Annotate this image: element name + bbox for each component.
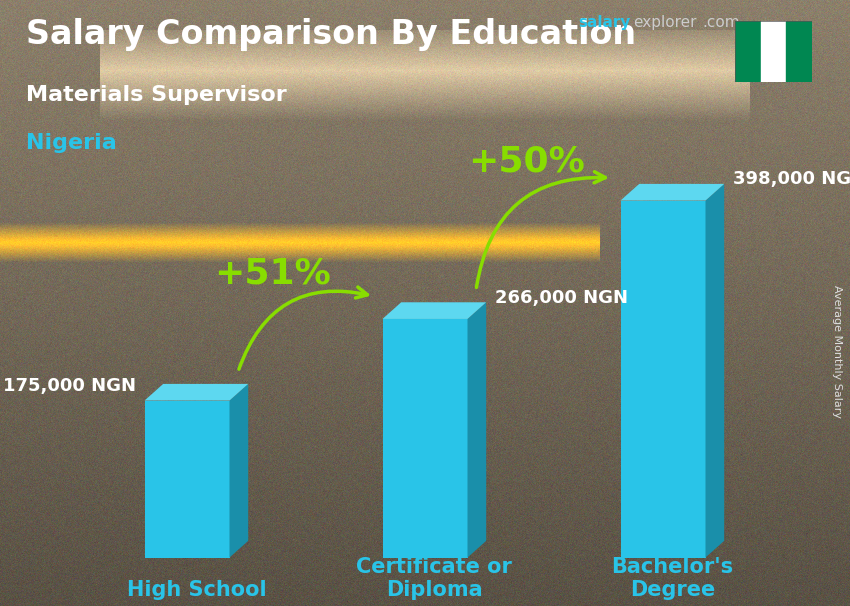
Text: 175,000 NGN: 175,000 NGN — [3, 376, 136, 395]
Polygon shape — [620, 184, 724, 201]
Bar — [735, 21, 761, 82]
Text: High School: High School — [127, 580, 266, 600]
Polygon shape — [382, 302, 486, 319]
Text: Average Monthly Salary: Average Monthly Salary — [832, 285, 842, 418]
Polygon shape — [144, 384, 248, 401]
Polygon shape — [468, 302, 486, 558]
Text: 398,000 NGN: 398,000 NGN — [733, 170, 850, 188]
Text: .com: .com — [702, 15, 740, 30]
Text: +51%: +51% — [213, 256, 331, 290]
Bar — [786, 21, 812, 82]
Text: +50%: +50% — [468, 144, 586, 178]
FancyBboxPatch shape — [382, 319, 468, 558]
Polygon shape — [230, 384, 248, 558]
Bar — [761, 21, 786, 82]
Text: salary: salary — [578, 15, 631, 30]
Text: Salary Comparison By Education: Salary Comparison By Education — [26, 18, 636, 51]
Text: Nigeria: Nigeria — [26, 133, 116, 153]
FancyBboxPatch shape — [144, 401, 230, 558]
Text: explorer: explorer — [633, 15, 697, 30]
Text: Certificate or
Diploma: Certificate or Diploma — [356, 557, 513, 600]
Text: Materials Supervisor: Materials Supervisor — [26, 85, 286, 105]
Text: 266,000 NGN: 266,000 NGN — [495, 289, 627, 307]
Polygon shape — [706, 184, 724, 558]
Text: Bachelor's
Degree: Bachelor's Degree — [611, 557, 734, 600]
FancyBboxPatch shape — [620, 201, 706, 558]
